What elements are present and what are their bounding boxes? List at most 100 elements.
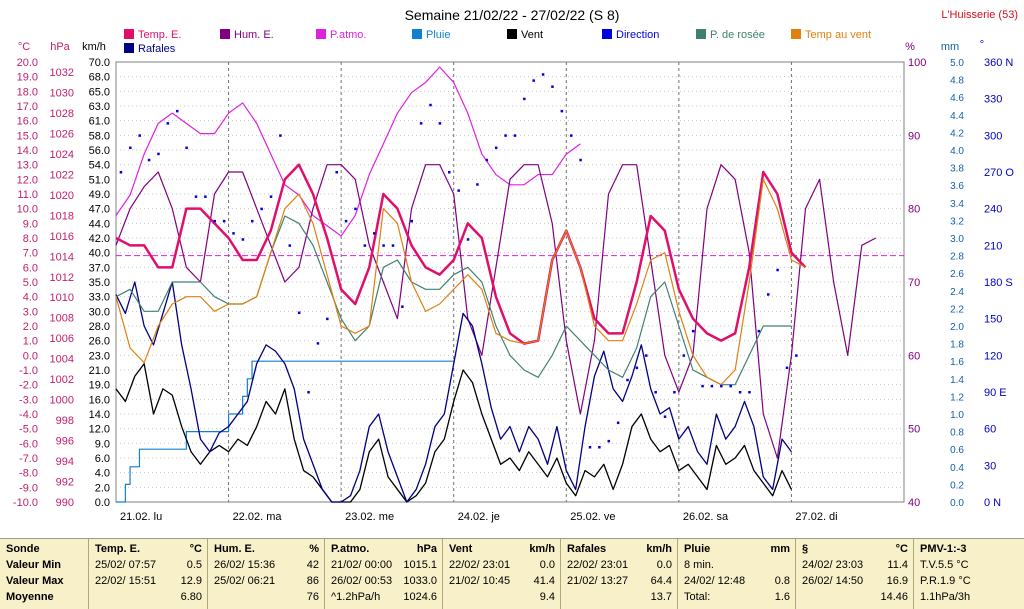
direction-point	[157, 152, 160, 156]
direction-point	[194, 195, 198, 198]
rain-tick-label: 4.4	[950, 111, 964, 122]
temp-tick-label: 11.0	[17, 189, 38, 201]
press-tick-label: 1010	[50, 292, 74, 304]
stats-pmv-header: PMV-1:-3	[920, 543, 967, 555]
direction-point	[288, 244, 292, 247]
stats-temp-max-date: 22/02/ 15:51	[95, 575, 157, 587]
temp-tick-label: 7.0	[23, 248, 38, 260]
day-label: 24.02. je	[458, 511, 500, 523]
wind-tick-label: 65.0	[89, 86, 110, 98]
stats-hum-max-value: 86	[306, 575, 319, 587]
dir-tick-label: 0 N	[984, 497, 1001, 509]
rain-tick-label: 0.8	[950, 428, 964, 439]
temp-tick-label: -6.0	[19, 438, 38, 450]
wind-tick-label: 30.0	[89, 306, 110, 318]
wind-tick-label: 2.0	[95, 482, 110, 494]
stats-label-moy: Moyenne	[6, 591, 54, 603]
stats-col-labels: Sonde Valeur Min Valeur Max Moyenne	[0, 539, 88, 609]
direction-point	[691, 329, 695, 333]
rain-tick-label: 2.6	[950, 269, 964, 280]
stats-raf-unit: km/h	[646, 543, 672, 555]
hum-tick-label: 50	[908, 424, 920, 436]
legend-swatch	[124, 43, 134, 53]
direction-point	[429, 103, 432, 107]
dir-tick-label: 120	[984, 350, 1002, 362]
wind-tick-label: 63.0	[89, 101, 110, 113]
unit-celsius: °C	[18, 41, 30, 53]
press-tick-label: 1022	[50, 169, 74, 181]
unit-percent: %	[905, 41, 915, 53]
stats-press-max-value: 1033.0	[403, 575, 437, 587]
direction-point	[297, 311, 301, 315]
stats-vent-max-value: 41.4	[533, 575, 555, 587]
stats-pluie-unit: mm	[770, 543, 790, 555]
direction-point	[541, 73, 545, 76]
rain-tick-label: 0.6	[950, 445, 964, 456]
dir-tick-label: 90 E	[984, 387, 1007, 399]
series-line	[115, 66, 581, 237]
press-tick-label: 1028	[50, 108, 74, 120]
direction-point	[616, 421, 620, 425]
direction-point	[119, 171, 123, 174]
direction-point	[701, 384, 704, 388]
weather-chart: Semaine 21/02/22 - 27/02/22 (S 8) L'Huis…	[13, 7, 1018, 523]
temp-tick-label: 8.0	[23, 233, 38, 245]
direction-point	[523, 97, 526, 101]
series-line	[115, 164, 877, 459]
legend-swatch	[316, 29, 326, 39]
press-tick-label: 1032	[50, 67, 74, 79]
direction-point	[626, 378, 629, 382]
direction-point	[785, 366, 789, 370]
wind-tick-label: 40.0	[89, 248, 110, 260]
hum-tick-label: 90	[908, 130, 920, 142]
stats-raf-mean: 13.7	[650, 591, 672, 603]
press-tick-label: 992	[56, 477, 74, 489]
temp-tick-label: -2.0	[19, 380, 38, 392]
rain-tick-label: 2.2	[950, 304, 964, 315]
direction-point	[307, 391, 310, 394]
axes: 20.0 19.0 18.0 17.0 16.0 15.0 14.0 13.0 12.0 11.0…	[13, 57, 1014, 523]
legend-swatch	[791, 29, 801, 39]
press-tick-label: 996	[56, 436, 74, 448]
direction-point	[410, 219, 413, 223]
temp-tick-label: 5.0	[23, 277, 38, 289]
stats-hum-header: Hum. E.	[214, 543, 255, 555]
grid	[116, 62, 904, 502]
direction-point	[654, 391, 657, 394]
legend-label: Vent	[521, 29, 543, 41]
direction-point	[720, 384, 723, 388]
stats-label-max: Valeur Max	[6, 575, 64, 587]
stats-col-hum: Hum. E.% 26/02/ 15:36 42 25/02/ 06:21 86 7…	[207, 539, 325, 609]
wind-tick-label: 21.0	[89, 365, 110, 377]
direction-point	[504, 134, 507, 137]
dir-tick-label: 240	[984, 204, 1002, 216]
direction-point	[138, 134, 141, 137]
rain-tick-label: 1.6	[950, 357, 964, 368]
direction-point	[269, 195, 273, 198]
legend-label: Pluie	[426, 29, 450, 41]
stats-pmv-line1: T.V.5.5 °C	[920, 559, 969, 571]
direction-point	[326, 317, 329, 321]
stats-raf-header: Rafales	[567, 543, 607, 555]
stats-vent-header: Vent	[449, 543, 473, 555]
rain-tick-label: 2.8	[950, 252, 964, 263]
press-tick-label: 1024	[50, 149, 74, 161]
wind-tick-label: 6.0	[95, 453, 110, 465]
stats-press-header: P.atmo.	[331, 543, 370, 555]
wind-tick-label: 61.0	[89, 116, 110, 128]
direction-point	[673, 391, 676, 394]
direction-point	[579, 158, 582, 162]
legend-swatch	[412, 29, 422, 39]
rain-tick-label: 3.2	[950, 216, 964, 227]
direction-point	[222, 219, 226, 223]
direction-point	[776, 268, 779, 272]
stats-hum-unit: %	[309, 543, 319, 555]
wind-tick-label: 54.0	[89, 160, 110, 172]
temp-tick-label: 4.0	[23, 292, 38, 304]
temp-tick-label: 17.0	[17, 101, 38, 113]
direction-point	[251, 219, 254, 223]
rain-tick-label: 0.4	[950, 463, 964, 474]
wind-tick-label: 28.0	[89, 321, 110, 333]
direction-point	[485, 158, 489, 162]
rain-tick-label: 3.0	[950, 234, 964, 245]
